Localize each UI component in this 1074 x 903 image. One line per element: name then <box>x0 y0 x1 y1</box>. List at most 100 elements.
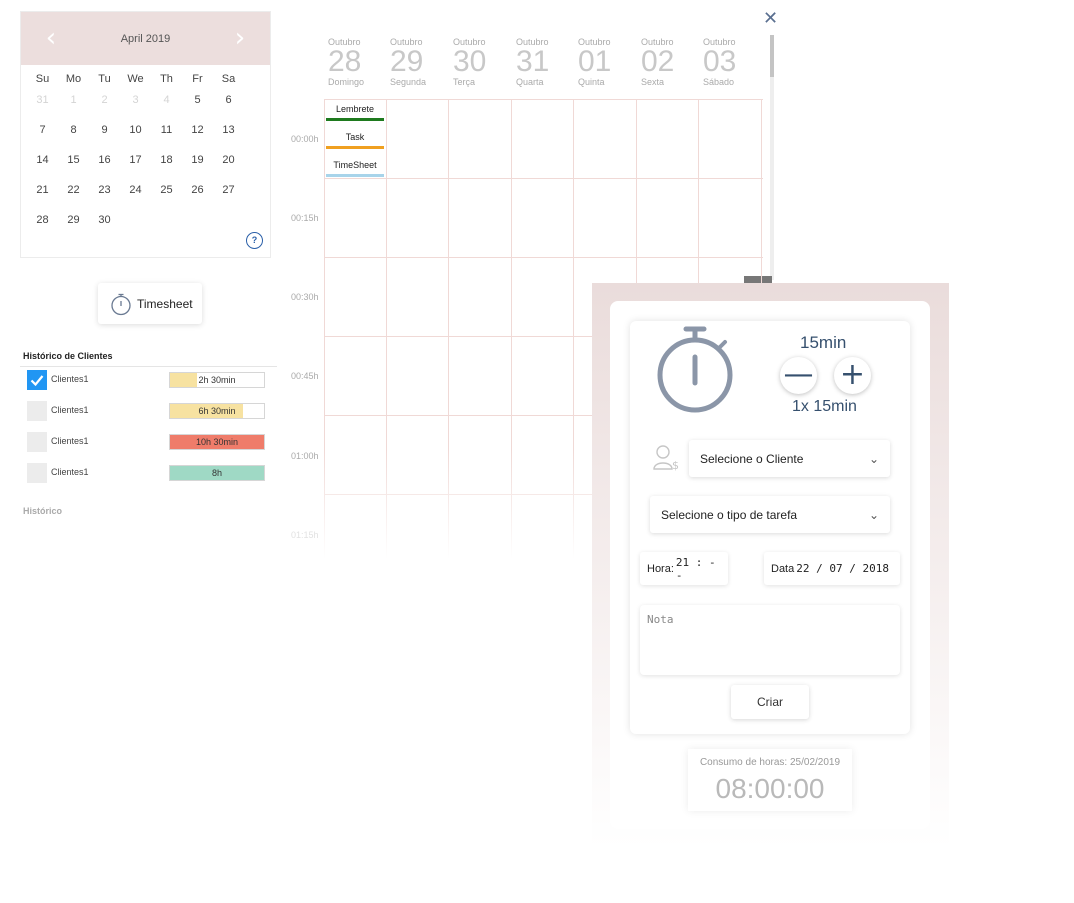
plus-button[interactable]: + <box>834 357 871 394</box>
calendar-day[interactable]: 24 <box>129 184 142 196</box>
client-hours-bar: 8h <box>169 465 265 481</box>
client-hours-bar: 10h 30min <box>169 434 265 450</box>
chevron-right-icon[interactable]: › <box>234 23 246 53</box>
calendar-day[interactable]: 19 <box>191 154 204 166</box>
calendar-day[interactable]: 21 <box>36 184 49 196</box>
client-checkbox[interactable] <box>27 432 47 452</box>
calendar-day[interactable]: 2 <box>101 94 108 106</box>
client-hours-fill <box>170 404 244 418</box>
calendar-days: 31 1 2 3 4 5 6 7 8 9 10 11 12 13 14 15 16 17 18 19 20 21 22 23 2… <box>21 85 270 235</box>
calendar-day[interactable]: 16 <box>98 154 111 166</box>
legend-item[interactable]: TimeSheet <box>326 155 384 177</box>
hours-consumption-value: 08:00:00 <box>715 773 825 804</box>
calendar-day[interactable]: 10 <box>129 124 142 136</box>
calendar-day[interactable]: 12 <box>191 124 204 136</box>
day-header-number: 01 <box>578 45 612 78</box>
calendar-day[interactable]: 30 <box>98 214 111 226</box>
client-history-row[interactable]: Clientes1 6h 30min <box>27 401 267 421</box>
time-label: 00:15h <box>291 213 319 223</box>
client-hours-label: 6h 30min <box>198 406 236 416</box>
history-title: Histórico <box>23 506 63 516</box>
criar-button[interactable]: Criar <box>731 685 809 719</box>
calendar-day[interactable]: 13 <box>222 124 235 136</box>
scrollbar[interactable] <box>770 35 774 280</box>
calendar-day[interactable]: 23 <box>98 184 111 196</box>
calendar-day[interactable]: 18 <box>160 154 173 166</box>
hora-value: 21 : - - <box>675 555 716 582</box>
calendar-day[interactable]: 8 <box>70 124 77 136</box>
legend-item[interactable]: Task <box>326 127 384 149</box>
calendar-day[interactable]: 3 <box>132 94 139 106</box>
client-hours-bar: 2h 30min <box>169 372 265 388</box>
day-header[interactable]: Outubro 31 Quarta <box>516 37 576 87</box>
calendar-week: 31 1 2 3 4 5 6 <box>27 85 264 115</box>
day-header-weekday: Quarta <box>516 77 544 87</box>
calendar-month-title: April 2019 <box>120 32 171 45</box>
stopwatch-icon <box>111 293 131 315</box>
calendar-day[interactable]: 14 <box>36 154 49 166</box>
day-header-month: Outubro <box>516 37 549 47</box>
calendar-week: 7 8 9 10 11 12 13 <box>27 115 264 145</box>
calendar-week: 14 15 16 17 18 19 20 <box>27 145 264 175</box>
timesheet-button[interactable]: Timesheet <box>98 283 202 324</box>
resize-handle[interactable] <box>744 276 772 284</box>
day-header-weekday: Sexta <box>641 77 665 87</box>
hora-input[interactable]: Hora: 21 : - - <box>640 552 728 585</box>
calendar-day[interactable]: 6 <box>225 94 232 106</box>
client-select[interactable]: Selecione o Cliente ⌄ <box>689 440 890 477</box>
calendar-day[interactable]: 20 <box>222 154 235 166</box>
timesheet-button-label: Timesheet <box>137 296 193 311</box>
legend-underline <box>326 174 384 177</box>
calendar-day[interactable]: 26 <box>191 184 204 196</box>
client-name: Clientes1 <box>51 436 89 446</box>
calendar-day[interactable]: 29 <box>67 214 80 226</box>
day-header-number: 28 <box>328 45 362 78</box>
grid-row-line <box>324 178 763 179</box>
close-icon[interactable]: ✕ <box>763 8 779 29</box>
client-money-icon: $ <box>653 445 679 471</box>
minus-button[interactable]: — <box>780 357 817 394</box>
client-history-row[interactable]: Clientes1 8h <box>27 463 267 483</box>
calendar-day[interactable]: 7 <box>39 124 46 136</box>
calendar-day[interactable]: 17 <box>129 154 142 166</box>
calendar-day[interactable]: 5 <box>194 94 201 106</box>
client-name: Clientes1 <box>51 405 89 415</box>
scrollbar-thumb[interactable] <box>770 35 774 77</box>
calendar-day[interactable]: 15 <box>67 154 80 166</box>
calendar-day[interactable]: 4 <box>163 94 170 106</box>
calendar-day[interactable]: 31 <box>36 94 49 106</box>
day-header[interactable]: Outubro 02 Sexta <box>641 37 701 87</box>
client-history-row[interactable]: Clientes1 2h 30min <box>27 370 267 390</box>
client-checkbox[interactable] <box>27 463 47 483</box>
day-header[interactable]: Outubro 30 Terça <box>453 37 513 87</box>
calendar-header: ‹ April 2019 › <box>21 12 270 65</box>
day-header-weekday: Quinta <box>578 77 605 87</box>
chevron-down-icon: ⌄ <box>868 451 879 466</box>
hours-consumption-label: Consumo de horas: 25/02/2019 <box>699 757 841 768</box>
day-header[interactable]: Outubro 28 Domingo <box>328 37 388 87</box>
calendar-day[interactable]: 28 <box>36 214 49 226</box>
calendar-day[interactable]: 1 <box>70 94 77 106</box>
client-history-row[interactable]: Clientes1 10h 30min <box>27 432 267 452</box>
calendar-day[interactable]: 22 <box>67 184 80 196</box>
calendar-day[interactable]: 11 <box>160 124 173 136</box>
calendar-day[interactable]: 27 <box>222 184 235 196</box>
calendar-day[interactable]: 25 <box>160 184 173 196</box>
day-header[interactable]: Outubro 03 Sábado <box>703 37 763 87</box>
client-checkbox[interactable] <box>27 370 47 390</box>
client-checkbox[interactable] <box>27 401 47 421</box>
chevron-left-icon[interactable]: ‹ <box>45 23 57 53</box>
legend-item[interactable]: Lembrete <box>326 99 384 121</box>
grid-row-line <box>324 415 763 416</box>
calendar-day[interactable]: 9 <box>101 124 108 136</box>
grid-column-line <box>448 99 449 559</box>
client-hours-label: 2h 30min <box>198 375 236 385</box>
day-header[interactable]: Outubro 29 Segunda <box>390 37 450 87</box>
grid-column-line <box>573 99 574 559</box>
help-icon[interactable]: ? <box>246 232 263 249</box>
day-header[interactable]: Outubro 01 Quinta <box>578 37 638 87</box>
task-type-select[interactable]: Selecione o tipo de tarefa ⌄ <box>650 496 890 533</box>
nota-textarea[interactable] <box>640 605 900 675</box>
data-input[interactable]: Data 22 / 07 / 2018 <box>764 552 900 585</box>
legend-label: Task <box>345 132 365 142</box>
